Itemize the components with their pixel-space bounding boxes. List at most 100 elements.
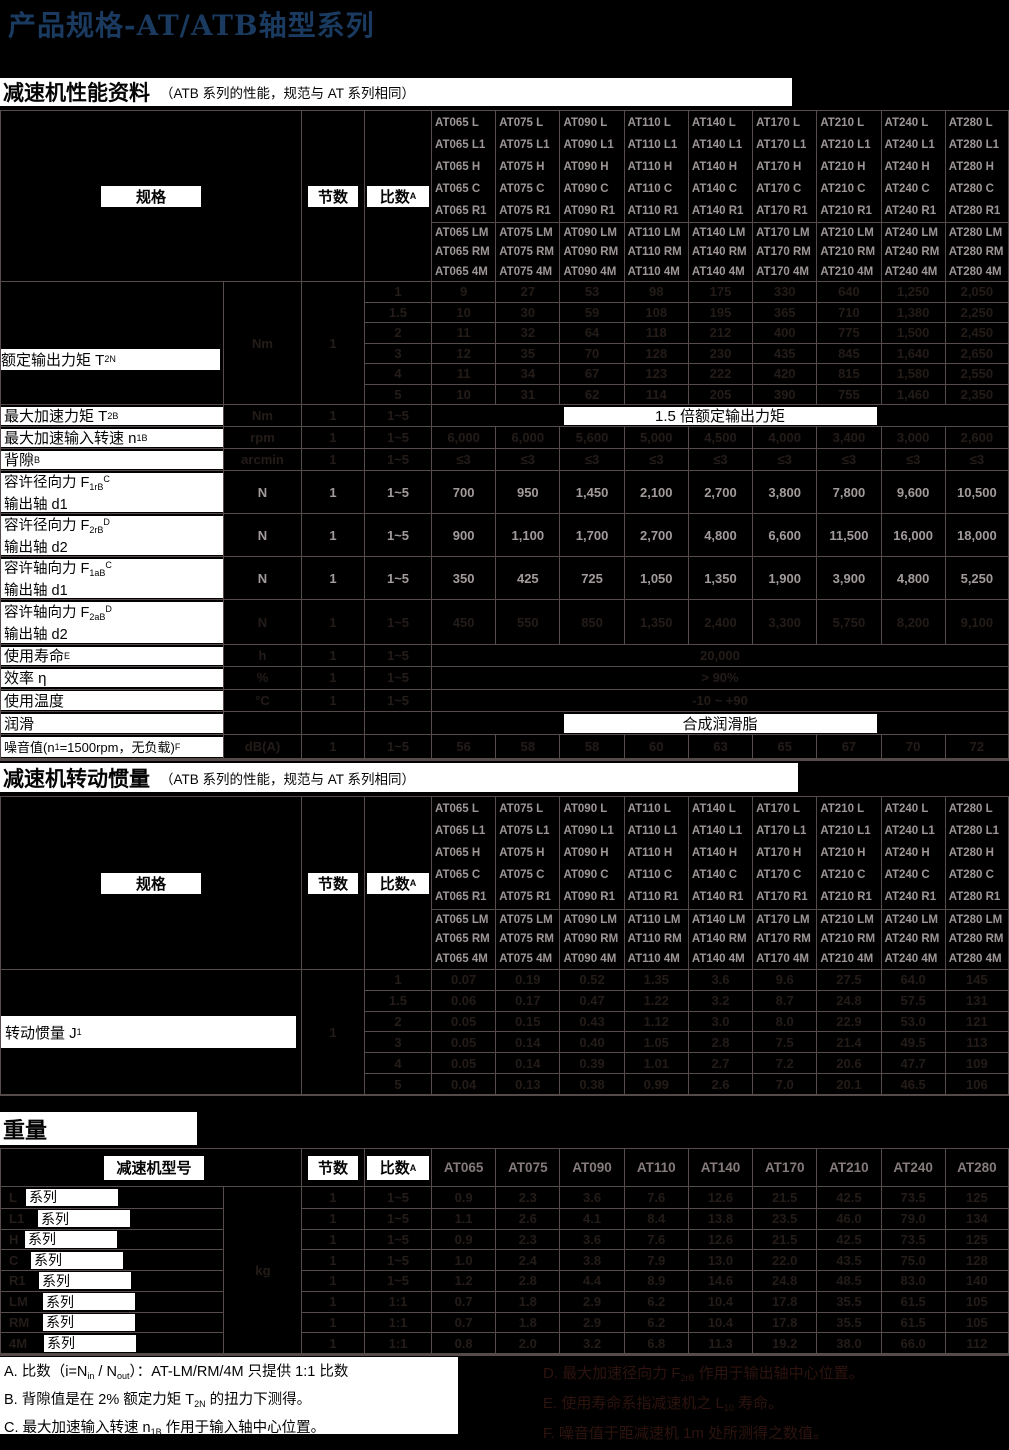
- inertia-value-cell: 0.06: [432, 989, 497, 1011]
- spec-row-f2ab: 容许轴向力 F2aBD 输出轴 d2 N 1 1~5 450 550 850 1,350 2,40…: [1, 599, 1008, 644]
- unit-cell: [224, 711, 302, 734]
- subscript: 1rB: [89, 482, 104, 492]
- model-variant-label: AT075 L1: [499, 825, 550, 837]
- ratio-cell: 1~5: [365, 644, 432, 666]
- weight-value-cell: 21.5: [753, 1187, 818, 1208]
- weight-value-cell: 11.3: [688, 1332, 754, 1353]
- model-variant-label: AT065 4M: [435, 265, 488, 278]
- model-variant-label: AT210 RM: [820, 246, 876, 259]
- weight-row-R1: R1 系列 1 1~5 1.2 2.8 4.4 8.9 14.6 24.8 48.5 83.0 140: [1, 1270, 1008, 1291]
- model-variant-label: AT170 R1: [756, 205, 808, 217]
- model-variant-label: AT110 RM: [627, 933, 682, 946]
- superscript: B: [34, 454, 41, 465]
- model-variant-label: AT065 RM: [435, 933, 490, 946]
- value-cell: 11,500: [817, 513, 882, 556]
- model-variant-label: AT075 4M: [499, 265, 553, 278]
- superscript: A: [409, 878, 417, 888]
- row-label-box: 容许径向力 F1rBC 输出轴 d1: [1, 472, 223, 512]
- series-label-box: 系列: [44, 1334, 136, 1352]
- stages-header-cell: 节数: [302, 797, 365, 969]
- inertia-value-cell: 20.1: [817, 1073, 882, 1094]
- variant-group-bottom: AT280 LM AT280 RM AT280 4M: [946, 223, 1008, 281]
- stages-cell: 1: [302, 281, 365, 404]
- model-variant-label: AT075 RM: [499, 933, 554, 946]
- model-variant-label: AT140 L: [691, 117, 736, 129]
- variant-group-bottom: AT240 LM AT240 RM AT240 4M: [882, 223, 945, 281]
- weight-row-LM: LM 系列 1 1:1 0.7 1.8 2.9 6.2 10.4 17.8 35.5 61.5 105: [1, 1290, 1008, 1312]
- span-cell: 合成润滑脂: [432, 711, 1008, 734]
- model-variant-label: AT170 LM: [756, 227, 810, 239]
- inertia-value-cell: 7.0: [753, 1073, 818, 1094]
- model-variant-label: AT170 C: [756, 869, 802, 881]
- model-variant-label: AT090 L1: [563, 825, 614, 837]
- ratio-cell: 1: [365, 281, 432, 302]
- weight-value-cell: 2.6: [496, 1207, 561, 1229]
- value-cell: 1,250: [881, 281, 946, 302]
- weight-value-cell: 125: [966, 1189, 988, 1205]
- weight-row-H: H 系列 1 1~5 0.9 2.3 3.6 7.6 12.6 21.5 42.5 73.5 125: [1, 1228, 1008, 1250]
- model-variant-label: AT075 H: [499, 847, 545, 859]
- section-inertia-subtitle: （ATB 系列的性能，规范与 AT 系列相同）: [160, 771, 416, 787]
- inertia-value-cell: 0.43: [560, 1010, 625, 1032]
- spec-row-temp: 使用温度 °C 1 1~5 -10 ~ +90: [1, 688, 1008, 711]
- weight-value-cell: 105: [945, 1290, 1008, 1312]
- inertia-value-cell: 46.5: [881, 1073, 946, 1094]
- weight-model-header-cell: AT090: [560, 1149, 625, 1186]
- value-cell: 2,250: [945, 301, 1008, 323]
- variant-group-bottom: AT240 LM AT240 RM AT240 4M: [882, 910, 945, 969]
- weight-value-cell: 0.9: [432, 1228, 497, 1250]
- ratio-cell: 1~5: [365, 666, 432, 689]
- model-variant-label: AT240 L: [884, 117, 929, 129]
- value-cell: 58: [496, 734, 561, 758]
- ratio-cell: 3: [365, 1031, 432, 1053]
- model-header-column: AT110 L AT110 L1 AT110 H AT110 C AT110 R1 AT1…: [624, 111, 689, 281]
- model-variant-label: AT140 H: [691, 847, 738, 859]
- model-variant-label: AT075 L: [499, 803, 544, 815]
- model-variant-label: AT065 L1: [435, 825, 486, 837]
- ratio-cell: 2: [365, 1010, 432, 1032]
- weight-value-cell: 38.0: [817, 1332, 882, 1353]
- variant-group-bottom: AT110 LM AT110 RM AT110 4M: [625, 223, 688, 281]
- unit-cell: Nm: [224, 404, 302, 426]
- series-prefix: LM: [9, 1294, 28, 1310]
- model-variant-label: AT090 LM: [563, 227, 617, 239]
- model-variant-label: AT110 H: [627, 161, 673, 173]
- value-cell: 30: [496, 301, 561, 322]
- weight-value-cell: 7.6: [624, 1228, 689, 1250]
- spec-header-cell: 规格: [1, 797, 302, 969]
- ratio-cell: 1~5: [365, 556, 432, 599]
- unit-cell: Nm: [224, 281, 302, 404]
- value-cell: 2,650: [945, 342, 1008, 364]
- superscript: C: [103, 474, 110, 484]
- ratio-cell: 5: [365, 1073, 432, 1094]
- model-variant-label: AT110 L1: [627, 825, 678, 837]
- stages-cell: 1: [302, 599, 365, 644]
- stages-cell: 1: [302, 1332, 365, 1353]
- model-variant-label: AT090 RM: [563, 933, 619, 946]
- model-variant-label: AT090 C: [563, 869, 609, 881]
- model-variant-label: AT280 L: [948, 803, 993, 815]
- weight-value-cell: 0.8: [432, 1332, 497, 1353]
- model-variant-label: AT090 C: [563, 183, 609, 195]
- model-variant-label: AT170 LM: [756, 914, 810, 926]
- model-variant-label: AT170 H: [756, 161, 802, 173]
- value-cell: ≤3: [560, 448, 625, 470]
- model-variant-label: AT210 L1: [820, 139, 871, 151]
- section-performance-header: 减速机性能资料 （ATB 系列的性能，规范与 AT 系列相同）: [0, 78, 792, 106]
- weight-model-header-cell: AT110: [625, 1149, 689, 1186]
- model-variant-label: AT170 RM: [756, 246, 811, 259]
- model-variant-label: AT210 L1: [820, 825, 871, 837]
- model-variant-label: AT065 L: [435, 803, 479, 815]
- model-variant-label: AT210 L: [820, 117, 865, 129]
- weight-row-C: C 系列 1 1~5 1.0 2.4 3.8 7.9 13.0 22.0 43.5 75.0 128: [1, 1249, 1008, 1270]
- inertia-value-cell: 0.38: [560, 1073, 625, 1094]
- stages-cell: 1: [302, 1290, 365, 1312]
- model-variant-label: AT210 R1: [820, 891, 872, 903]
- stages-cell: 1: [302, 666, 365, 689]
- stages-cell: 1: [302, 426, 365, 448]
- value-cell: 60: [624, 734, 689, 758]
- value-cell: 1,380: [881, 301, 946, 322]
- subscript: 1B: [150, 1427, 162, 1437]
- unit-spacer-cell: [224, 1270, 302, 1291]
- row-label-box: 效率 η: [1, 668, 223, 687]
